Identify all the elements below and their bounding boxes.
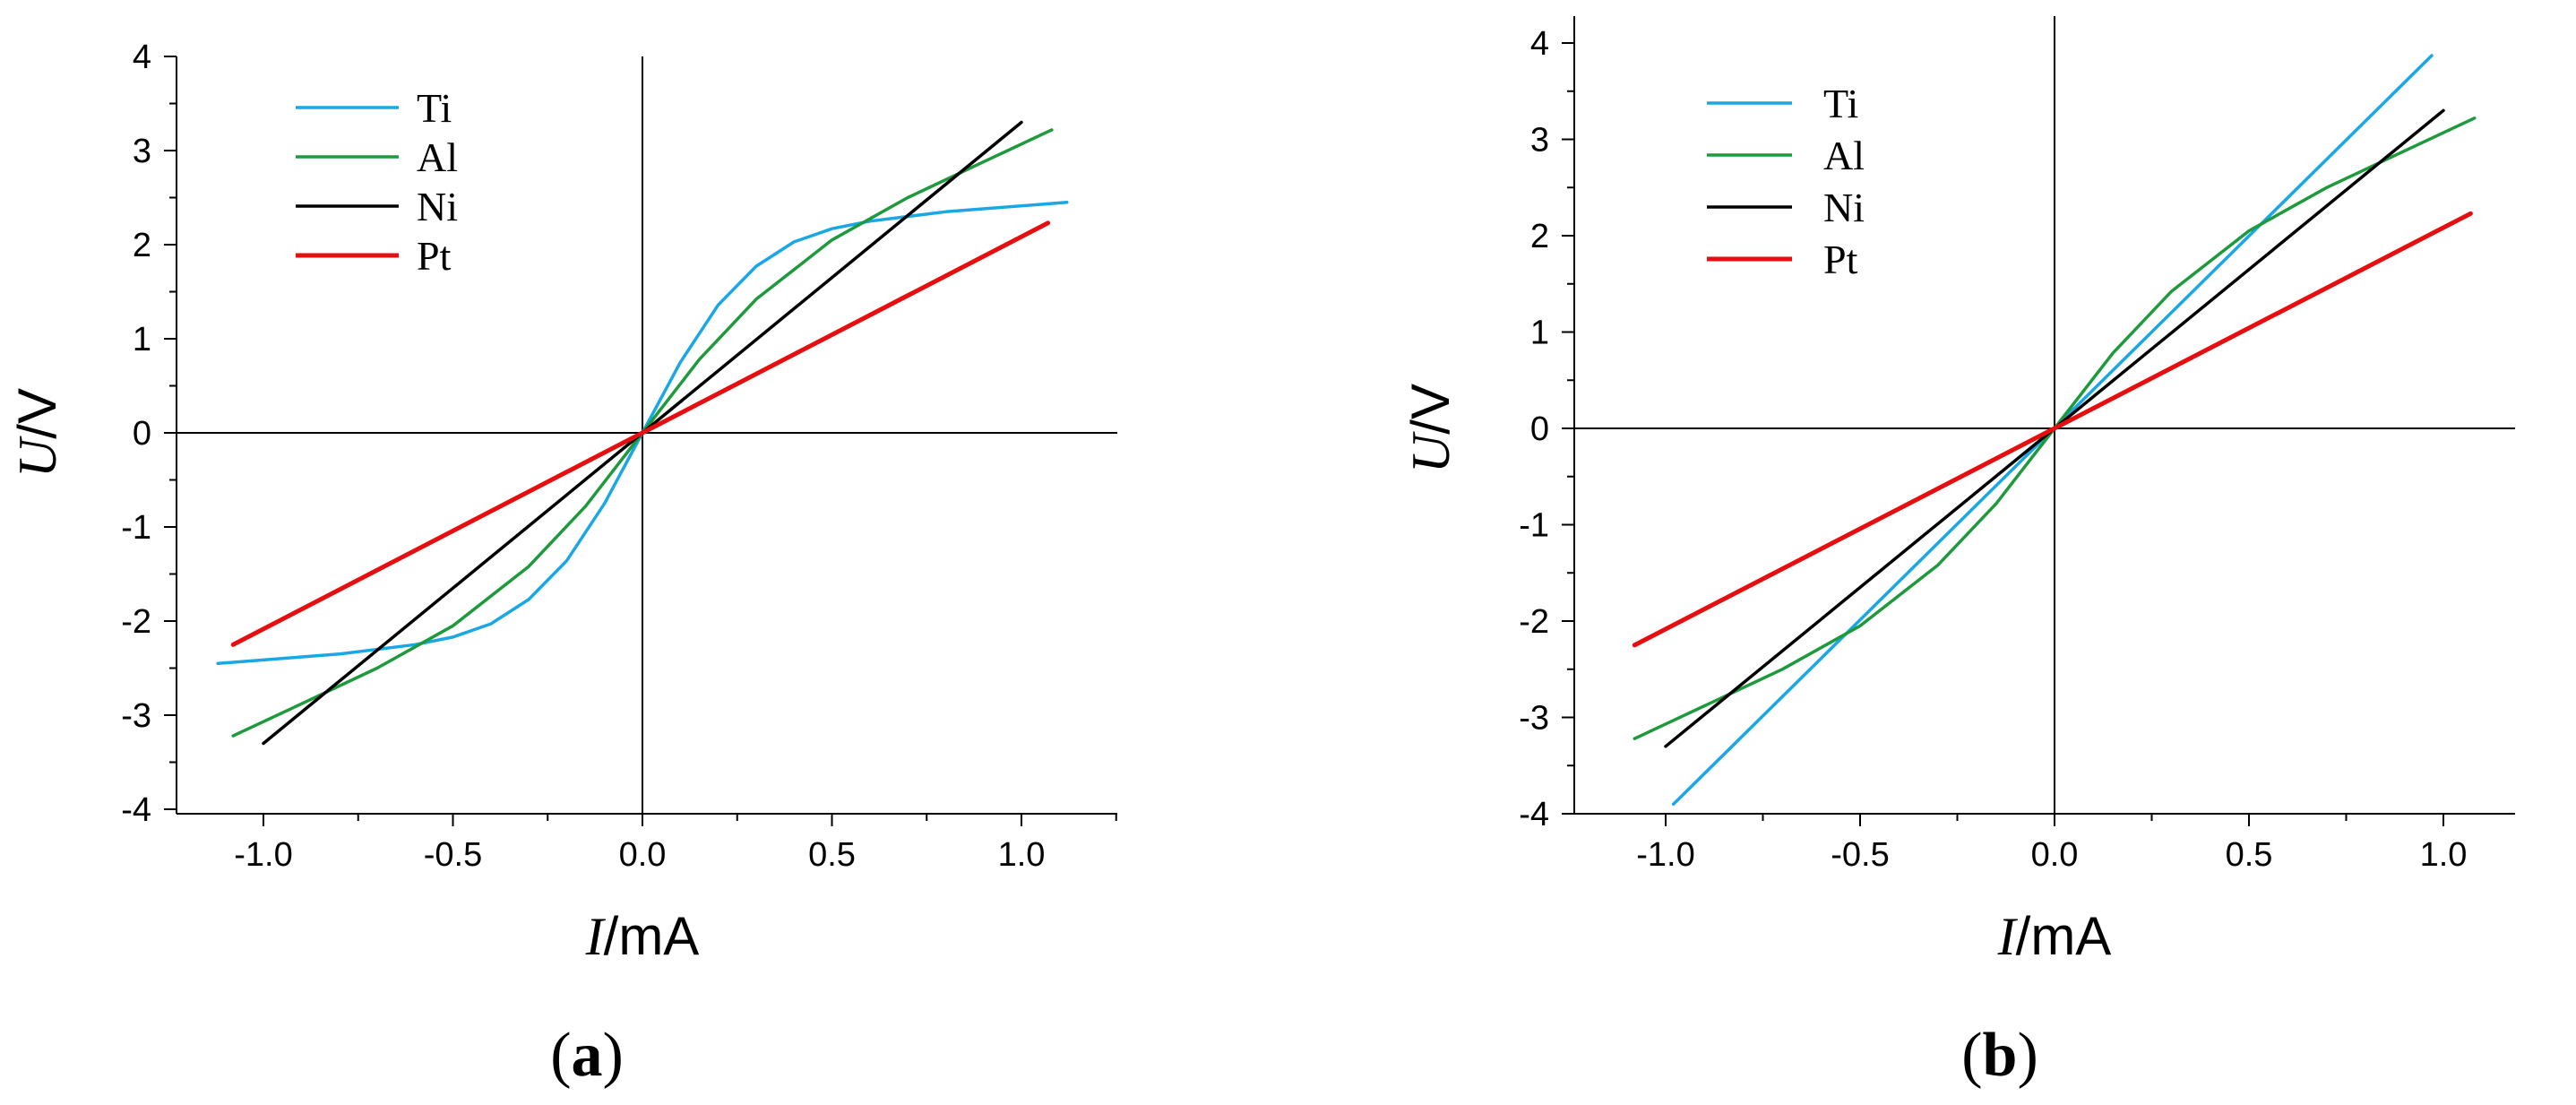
panel-a-y-tick-label: 0 [133,415,151,453]
panel-a-x-tick-label: 0.5 [808,836,856,874]
panel-b-x-tick-label: 0.5 [2226,836,2273,874]
panel-a-caption-label: (a) [550,1021,624,1090]
panel-b-y-axis-title: U/V [1400,384,1460,473]
panel-b-y-tick-label: 2 [1530,218,1549,255]
panel-a-caption-close-paren: ) [603,1021,624,1090]
panel-b-y-axis-title-symbol: U [1401,431,1460,473]
panel-a-legend-label-ti: Ti [417,85,452,131]
panel-b-caption-open-paren: ( [1961,1021,1982,1090]
panel-a-y-tick-label: -4 [121,791,151,829]
panel-a-legend-label-pt: Pt [417,233,452,279]
panel-a-x-axis-title-unit: /mA [604,906,700,966]
panel-a-y-tick-label: 3 [133,133,151,170]
panel-a-x-axis-title-symbol: I [585,907,607,966]
panel-b-y-tick-label: -1 [1519,507,1549,545]
panel-a-legend-label-al: Al [417,134,458,180]
panel-b-x-tick-label: -1.0 [1636,836,1694,874]
panel-b-caption-letter: b [1983,1021,2018,1090]
panel-b-x-axis-title: I/mA [1997,906,2112,966]
panel-b-caption-label: (b) [1961,1021,2038,1090]
panel-b-series-pt-line [1632,211,2473,648]
panel-b-x-axis-title-unit: /mA [2016,906,2112,966]
panel-a-x-tick-label: -0.5 [424,836,482,874]
panel-a-y-axis-title-unit: /V [7,388,67,439]
panel-a-y-tick-label: 2 [133,227,151,264]
panel-b-x-tick-label: 1.0 [2420,836,2468,874]
panel-b-legend-label-ni: Ni [1823,185,1865,230]
panel-b-x-tick-label: -0.5 [1831,836,1889,874]
panel-a-y-tick-label: -2 [121,603,151,641]
panel-a-series-pt-line [230,220,1051,647]
panel-a-y-axis-title-symbol: U [8,436,67,478]
panel-b-y-tick-label: -3 [1519,700,1549,738]
panel-a-y-tick-label: -1 [121,509,151,547]
panel-a-caption-open-paren: ( [550,1021,571,1090]
panel-a-x-tick-label: -1.0 [234,836,292,874]
panel-a-x-axis-title: I/mA [585,906,700,966]
panel-a-y-tick-label: -3 [121,697,151,735]
panel-b-x-axis-title-symbol: I [1997,907,2019,966]
panel-a-legend-label-ni: Ni [417,184,458,229]
panel-a-caption-letter: a [572,1021,603,1090]
panel-b-legend-label-ti: Ti [1823,81,1858,126]
panel-a-y-tick-label: 4 [133,39,151,76]
panel-b-y-tick-label: 3 [1530,122,1549,160]
panel-b-x-tick-label: 0.0 [2031,836,2079,874]
panel-b-caption-close-paren: ) [2017,1021,2038,1090]
panel-b-legend-label-al: Al [1823,133,1865,178]
panel-b-y-tick-label: 0 [1530,410,1549,448]
panel-a-y-axis-title: U/V [7,388,67,478]
panel-a-x-tick-label: 1.0 [998,836,1046,874]
panel-b-y-tick-label: -4 [1519,796,1549,833]
panel-b-legend-label-pt: Pt [1823,237,1858,282]
panel-b-y-tick-label: 4 [1530,25,1549,63]
panel-b-y-axis-title-unit: /V [1400,384,1460,435]
panel-b-y-tick-label: 1 [1530,315,1549,352]
panel-b-y-tick-label: -2 [1519,603,1549,641]
panel-a-y-tick-label: 1 [133,321,151,358]
panel-a-x-tick-label: 0.0 [619,836,667,874]
